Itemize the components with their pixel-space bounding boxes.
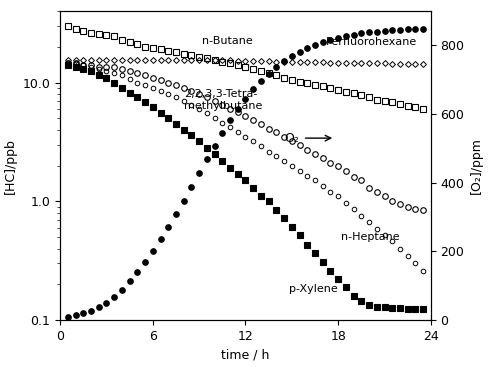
Y-axis label: [HC]/ppb: [HC]/ppb <box>4 138 17 194</box>
Text: 2,2,3,3-Tetra-
methylbutane: 2,2,3,3-Tetra- methylbutane <box>184 89 262 111</box>
Text: O₂: O₂ <box>284 132 299 145</box>
Text: Perfluorohexane: Perfluorohexane <box>326 37 417 47</box>
Text: p-Xylene: p-Xylene <box>289 284 338 294</box>
Text: n-Heptane: n-Heptane <box>341 232 400 242</box>
Y-axis label: [O₂]/ppm: [O₂]/ppm <box>470 137 483 194</box>
Text: n-Butane: n-Butane <box>202 36 253 46</box>
X-axis label: time / h: time / h <box>221 348 270 361</box>
